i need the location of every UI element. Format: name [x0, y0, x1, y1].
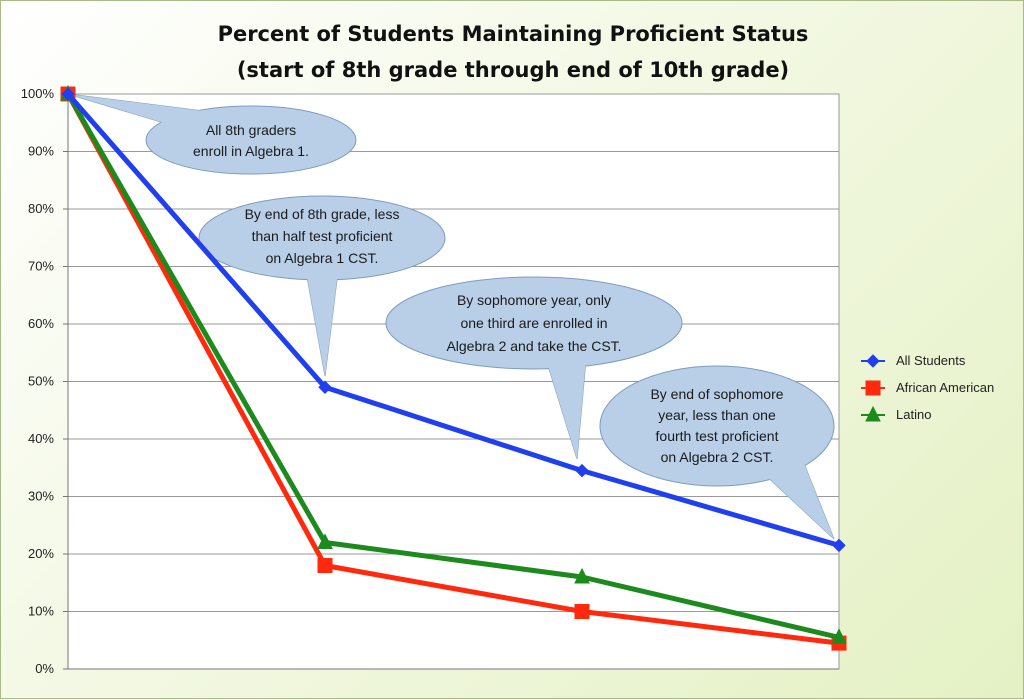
legend-item: African American [861, 380, 994, 396]
callout-bubble: By end of sophomore year, less than one fo… [599, 365, 835, 540]
y-tick-label: 70% [28, 259, 54, 274]
annotation-text: on Algebra 1 CST. [266, 250, 379, 266]
annotation-text: one third are enrolled in [460, 315, 607, 331]
data-point [575, 463, 589, 478]
y-tick-label: 80% [28, 201, 54, 216]
y-tick-label: 40% [28, 431, 54, 446]
chart-title-line: Percent of Students Maintaining Proficie… [218, 22, 809, 46]
callout-pointer-join [761, 456, 834, 539]
annotation-text: fourth test proficient [656, 428, 779, 444]
series-group [61, 87, 846, 553]
data-point [317, 533, 333, 549]
y-tick-label: 90% [28, 144, 54, 159]
annotation-text: All 8th graders [206, 122, 296, 138]
annotation-text: By end of 8th grade, less [245, 206, 400, 222]
y-tick-label: 100% [21, 86, 55, 101]
annotation-text: than half test proficient [252, 228, 393, 244]
data-point [574, 604, 590, 619]
callout-ellipse [385, 276, 683, 370]
annotation-text: year, less than one [658, 407, 776, 423]
y-tick-label: 0% [35, 661, 54, 676]
y-tick-label: 20% [28, 546, 54, 561]
legend-label: Latino [896, 407, 931, 422]
annotation-text: Algebra 2 and take the CST. [446, 338, 621, 354]
legend-label: African American [896, 380, 994, 395]
annotation-text: By end of sophomore [650, 386, 783, 402]
annotation-text: By sophomore year, only [457, 292, 611, 308]
callout-ellipse [599, 365, 835, 487]
series-line [66, 92, 840, 548]
callout-pointer-join [68, 94, 211, 125]
chart-title-line: (start of 8th grade through end of 10th … [237, 58, 789, 82]
legend-item: Latino [861, 405, 931, 422]
callout-pointer-join [306, 271, 338, 376]
callout-bubble: All 8th graders enroll in Algebra 1. [67, 93, 357, 175]
callout-pointer-join [546, 359, 586, 459]
legend-item: All Students [861, 353, 966, 368]
y-tick-label: 30% [28, 489, 54, 504]
data-point [865, 380, 881, 396]
data-point [574, 567, 590, 584]
annotation-text: enroll in Algebra 1. [193, 143, 309, 159]
data-point [865, 405, 881, 422]
data-point [317, 558, 333, 573]
series-line [65, 92, 840, 646]
y-tick-label: 10% [28, 604, 54, 619]
series-line [65, 92, 840, 640]
data-point [832, 538, 846, 553]
legend-label: All Students [896, 353, 966, 368]
annotation-text: on Algebra 2 CST. [661, 449, 774, 465]
data-point [318, 380, 332, 394]
data-point [866, 354, 880, 368]
y-tick-label: 60% [28, 316, 54, 331]
data-point [61, 87, 75, 101]
y-tick-label: 50% [28, 374, 54, 389]
data-point [831, 628, 847, 644]
callout-bubble: By end of 8th grade, less than half test … [198, 195, 446, 377]
callout-ellipse [145, 105, 357, 175]
callout-bubble: By sophomore year, only one third are enr… [385, 276, 683, 460]
